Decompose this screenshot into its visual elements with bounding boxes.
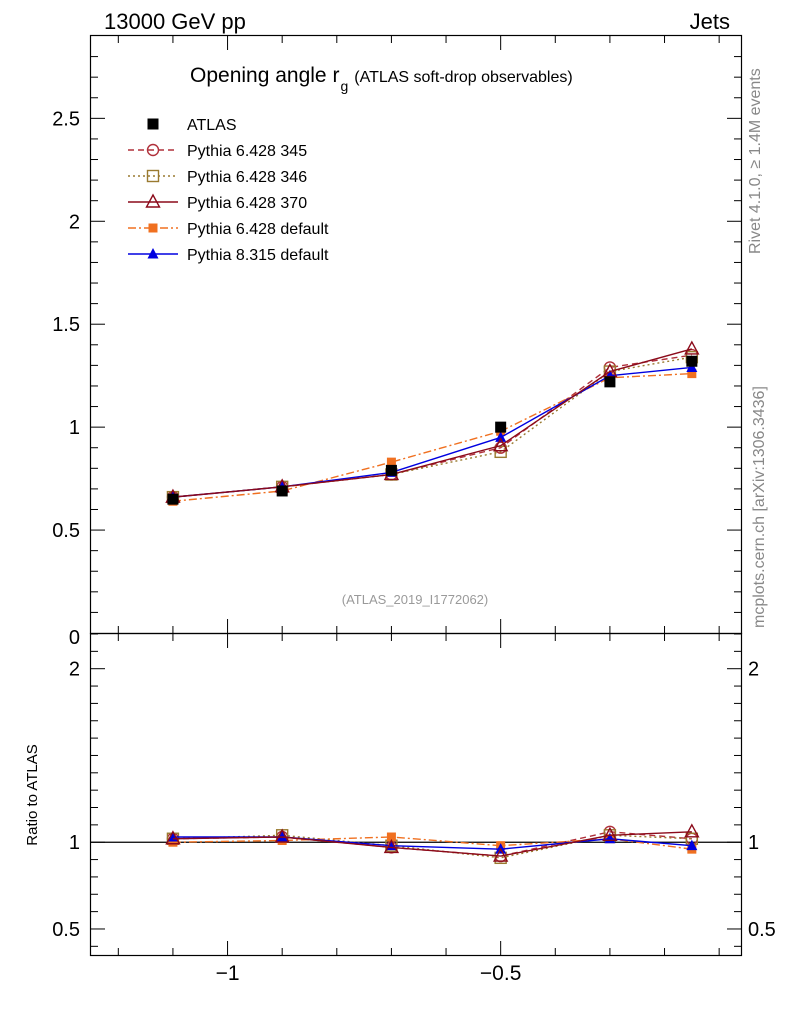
legend-label-pythia-6-428-346: Pythia 6.428 346 xyxy=(187,169,307,186)
ratio-y-tick-label-right: 1 xyxy=(748,832,759,854)
header-left: 13000 GeV pp xyxy=(104,9,246,34)
y-tick-label: 1 xyxy=(69,417,80,439)
y-tick-label: 0.5 xyxy=(52,520,80,542)
ratio-y-tick-label-right: 0.5 xyxy=(748,919,776,941)
legend-label-pythia-8-315-default: Pythia 8.315 default xyxy=(187,247,329,264)
data-point-pythia-6-428-default xyxy=(687,369,697,379)
ratio-point-pythia-6-428-default xyxy=(168,837,178,847)
legend-label-atlas: ATLAS xyxy=(187,117,237,134)
legend-label-pythia-6-428-default: Pythia 6.428 default xyxy=(187,221,329,238)
ratio-y-tick-label-right: 2 xyxy=(748,659,759,681)
ratio-axis-ticks: 0.5 0.5 1 1 2 2 xyxy=(52,633,776,955)
ratio-y-tick-label: 1 xyxy=(69,832,80,854)
ratio-y-tick-label: 2 xyxy=(69,659,80,681)
ratio-point-pythia-6-428-370 xyxy=(165,830,181,845)
y-tick-label: 2 xyxy=(69,211,80,233)
ratio-point-pythia-6-428-370 xyxy=(684,823,700,838)
header-right: Jets xyxy=(690,9,730,34)
ratio-line-pythia-6-428-370 xyxy=(172,831,692,857)
ratio-plot-frame xyxy=(89,632,743,957)
legend-marker-pythia-6-428-345 xyxy=(146,143,160,157)
data-point-atlas xyxy=(686,355,698,367)
x-tick-labels: −1 −0.5 xyxy=(216,962,522,985)
legend-label-pythia-6-428-345: Pythia 6.428 345 xyxy=(187,143,307,160)
data-point-pythia-8-315-default xyxy=(495,431,507,442)
legend-marker-pythia-6-428-346 xyxy=(146,169,160,183)
y-tick-label: 2.5 xyxy=(52,108,80,130)
legend: ATLAS Pythia 6.428 345 Pythia 6.428 346 Pyt… xyxy=(128,117,329,264)
data-point-pythia-6-428-default xyxy=(386,457,396,467)
ratio-point-pythia-8-315-default xyxy=(276,831,288,842)
data-point-atlas xyxy=(276,485,288,497)
ratio-y-tick-label: 0.5 xyxy=(52,919,80,941)
ratio-line-pythia-6-428-346 xyxy=(172,834,692,859)
mcplots-label: mcplots.cern.ch [arXiv:1306.3436] xyxy=(751,386,768,628)
ratio-point-pythia-6-428-370 xyxy=(602,826,618,841)
legend-marker-atlas xyxy=(147,118,159,130)
chart-title-sub: g xyxy=(340,78,348,94)
y-zero-label: 0 xyxy=(69,627,80,649)
main-series-layer xyxy=(165,340,700,506)
ratio-ylabel: Ratio to ATLAS xyxy=(24,744,41,845)
x-tick-label: −1 xyxy=(216,962,240,985)
series-line-pythia-6-428-default xyxy=(172,372,692,502)
legend-marker-pythia-6-428-default xyxy=(148,223,158,233)
legend-label-pythia-6-428-370: Pythia 6.428 370 xyxy=(187,195,307,212)
data-point-atlas xyxy=(385,464,397,476)
ratio-point-pythia-6-428-370 xyxy=(492,847,509,862)
ratio-point-pythia-8-315-default xyxy=(686,839,698,851)
rivet-label: Rivet 4.1.0, ≥ 1.4M events xyxy=(747,68,764,254)
watermark: (ATLAS_2019_I1772062) xyxy=(342,592,488,607)
chart-title: Opening angle rg (ATLAS soft-drop observa… xyxy=(190,64,573,94)
main-axis-ticks: 0.5 1 1.5 2 2.5 xyxy=(52,36,741,633)
x-tick-label: −0.5 xyxy=(480,962,521,985)
ratio-series-layer xyxy=(165,823,700,865)
chart-title-suffix: (ATLAS soft-drop observables) xyxy=(354,69,572,86)
data-point-atlas xyxy=(495,421,507,433)
data-point-atlas xyxy=(167,493,179,505)
data-point-pythia-6-428-370 xyxy=(492,437,509,452)
data-point-pythia-6-428-370 xyxy=(684,340,700,355)
ratio-point-pythia-6-428-370 xyxy=(274,828,290,843)
legend-marker-pythia-6-428-370 xyxy=(145,193,161,208)
chart-title-main: Opening angle r xyxy=(190,64,339,87)
ratio-point-pythia-6-428-default xyxy=(386,832,396,842)
data-point-atlas xyxy=(604,376,616,388)
legend-marker-pythia-8-315-default xyxy=(147,248,159,259)
y-tick-label: 1.5 xyxy=(52,314,80,336)
ratio-point-pythia-6-428-370 xyxy=(383,838,400,854)
series-line-pythia-6-428-370 xyxy=(172,348,693,498)
